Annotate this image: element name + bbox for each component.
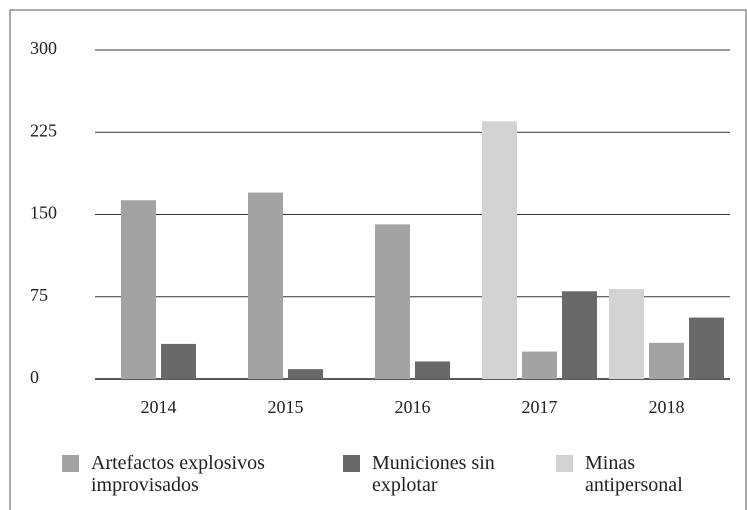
frame — [9, 9, 747, 510]
bar — [689, 317, 724, 379]
legend-swatch — [62, 455, 79, 472]
bar — [248, 192, 283, 379]
bar — [522, 351, 557, 379]
x-tick-label: 2016 — [395, 397, 431, 417]
bar — [161, 343, 196, 379]
bar — [482, 121, 517, 380]
y-tick-label: 300 — [30, 38, 57, 58]
legend-label: Minas antipersonal — [585, 452, 683, 496]
bar — [415, 361, 450, 379]
legend-swatch — [343, 455, 360, 472]
x-tick-label: 2017 — [522, 397, 558, 417]
y-tick-label: 150 — [30, 203, 57, 223]
y-tick-label: 75 — [30, 285, 48, 305]
bar — [609, 289, 644, 379]
legend-label: Artefactos explosivos improvisados — [91, 452, 265, 496]
y-tick-label: 225 — [30, 120, 57, 140]
legend-label: Municiones sin explotar — [372, 452, 495, 496]
x-tick-label: 2015 — [268, 397, 304, 417]
y-tick-label: 0 — [30, 367, 39, 387]
bar — [375, 224, 410, 379]
bar — [288, 369, 323, 379]
legend-item: Municiones sin explotar — [343, 452, 502, 496]
bar — [121, 200, 156, 379]
legend-item: Minas antipersonal — [556, 452, 735, 496]
x-tick-label: 2014 — [141, 397, 177, 417]
legend-item: Artefactos explosivos improvisados — [62, 452, 301, 496]
x-tick-label: 2018 — [649, 397, 685, 417]
bar — [562, 291, 597, 379]
legend-swatch — [556, 455, 573, 472]
bar — [649, 342, 684, 379]
